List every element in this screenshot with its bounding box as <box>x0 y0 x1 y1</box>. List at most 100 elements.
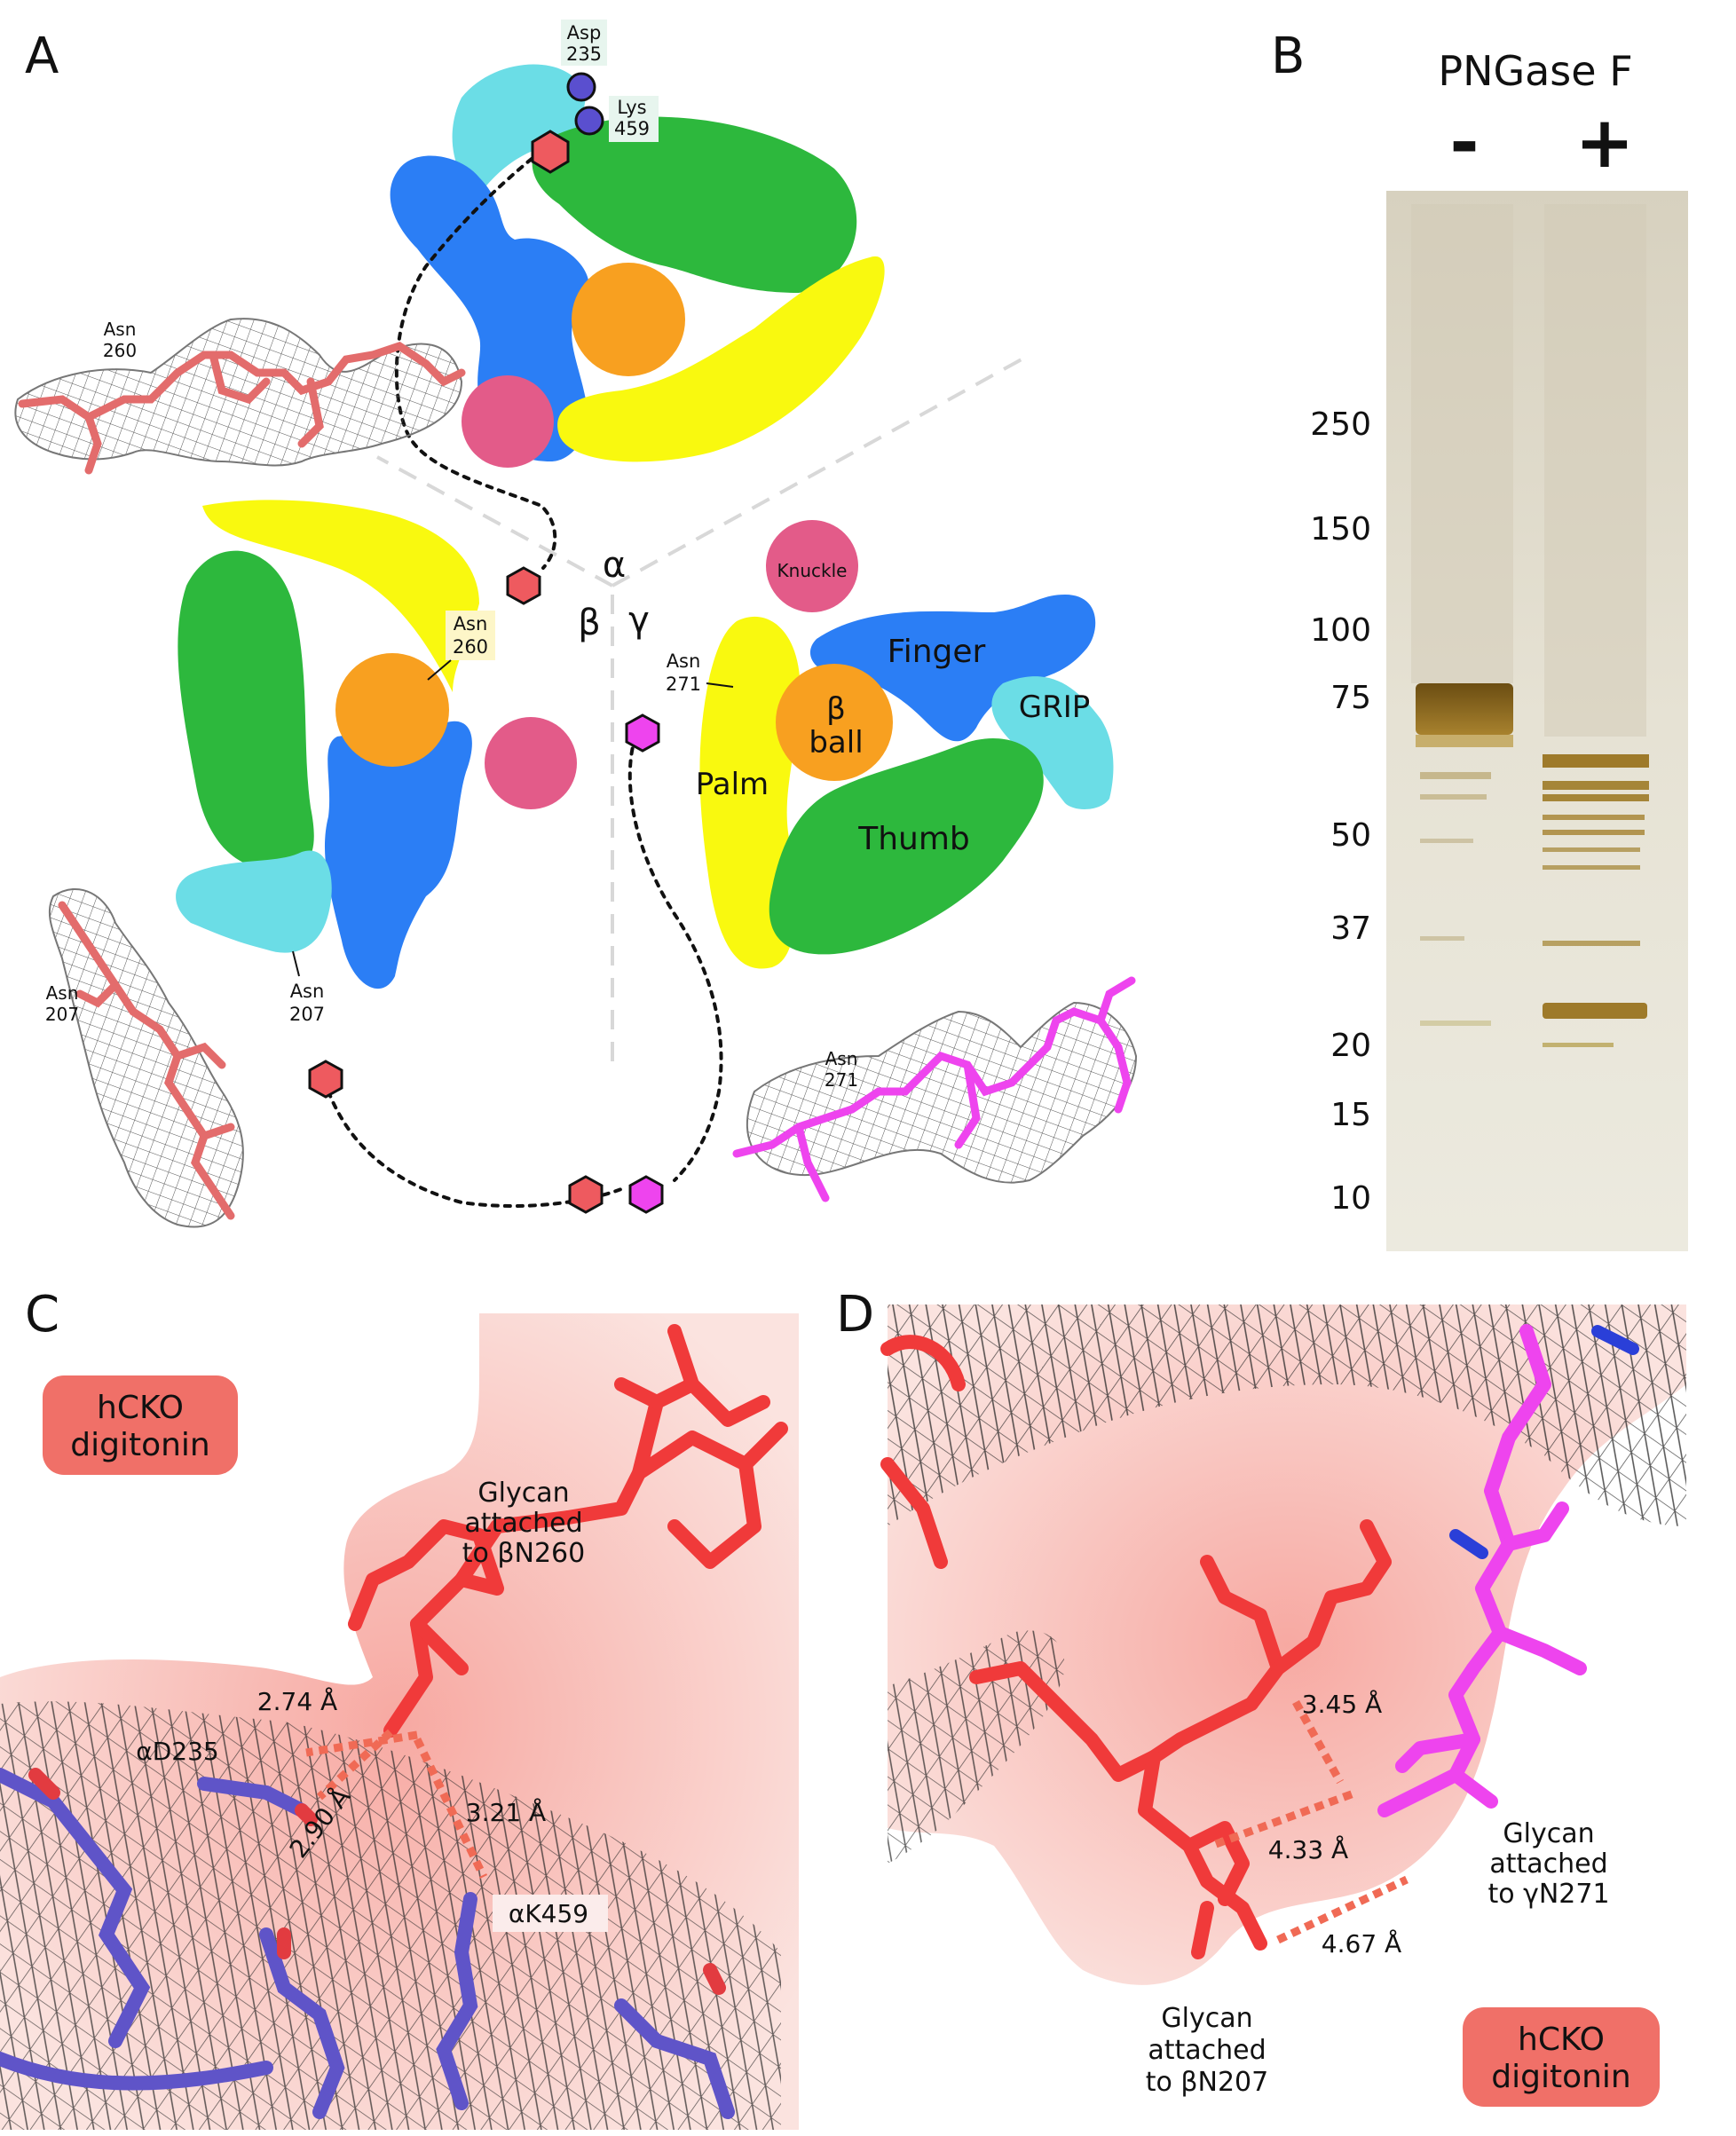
beta-knuckle <box>485 717 577 809</box>
marker-37: 37 <box>1330 910 1371 947</box>
panel-d-glycan-right-1: Glycan <box>1503 1818 1594 1849</box>
gamma-label: γ <box>628 600 650 641</box>
knuckle-label: Knuckle <box>777 560 848 581</box>
panel-d-badge-line-2: digitonin <box>1491 2059 1630 2095</box>
panel-c-glycan-line-3: to βN260 <box>462 1538 586 1569</box>
alpha-thumb <box>532 116 857 293</box>
inset-asn207-density: Asn 207 <box>45 887 244 1228</box>
marker-20: 20 <box>1330 1028 1371 1064</box>
asn271-label-name: Asn <box>667 650 701 672</box>
subunit-alpha <box>390 64 885 468</box>
beta-grip <box>176 850 332 953</box>
inset-asn260-number: 260 <box>103 340 137 361</box>
alpha-finger <box>390 155 589 461</box>
panel-d-glycan-right-2: attached <box>1489 1848 1607 1880</box>
inset-asn260-name: Asn <box>104 319 137 340</box>
panel-d-surface <box>888 1304 1686 1985</box>
asp235-residue <box>566 72 596 102</box>
subunit-separators <box>376 353 1030 1074</box>
panel-a-letter: A <box>25 28 59 85</box>
mw-markers: 250 150 100 75 50 37 20 15 10 <box>1310 406 1371 1217</box>
panel-b: B PNGase F - + <box>1271 28 1688 1251</box>
panel-a: A <box>14 20 1138 1228</box>
panel-c-glycan-sticks <box>348 1324 788 1738</box>
asn260-label-name: Asn <box>454 613 488 634</box>
panel-d-badge <box>1463 2007 1660 2107</box>
panel-d-glycan-right-3: to γN271 <box>1487 1879 1609 1910</box>
grip-label: GRIP <box>1019 690 1091 725</box>
marker-150: 150 <box>1310 511 1371 548</box>
panel-d-letter: D <box>836 1286 874 1344</box>
beta-palm <box>202 500 479 692</box>
lane-plus-label: + <box>1574 101 1634 184</box>
gamma-thumb <box>769 737 1044 955</box>
lys459-label-name: Lys <box>617 97 646 118</box>
gel-lane-plus-bands <box>1543 754 1649 1047</box>
asp235-label-number: 235 <box>566 43 602 65</box>
panel-c-density-mesh <box>0 1701 781 2130</box>
gamma-knuckle <box>766 520 858 612</box>
gel-lane-minus-bands <box>1416 683 1513 1026</box>
panel-d-glycan-magenta <box>1377 1324 1587 1817</box>
lane-minus-label: - <box>1449 101 1479 184</box>
marker-50: 50 <box>1330 817 1371 854</box>
panel-d-badge-line-1: hCKO <box>1518 2022 1605 2058</box>
distance-label-3-21: 3.21 Å <box>466 1797 546 1827</box>
asn207-label-name: Asn <box>290 981 325 1002</box>
alpha-grip <box>452 64 586 195</box>
panel-d-glycan-red <box>880 1335 1392 1959</box>
panel-c-glycan-line-2: attached <box>464 1508 582 1539</box>
beta-thumb <box>178 550 314 871</box>
residue-label-ak459: αK459 <box>509 1899 588 1928</box>
finger-label: Finger <box>888 634 986 670</box>
panel-c-badge-line-2: digitonin <box>70 1427 209 1463</box>
panel-c-badge-line-1: hCKO <box>97 1390 184 1426</box>
inset-asn271-density: Asn 271 <box>732 976 1138 1202</box>
alpha-beta-ball <box>572 263 685 376</box>
thumb-label: Thumb <box>857 821 970 857</box>
asn260-label-number: 260 <box>453 636 488 658</box>
panel-b-letter: B <box>1271 28 1305 85</box>
treatment-label: PNGase F <box>1438 47 1632 95</box>
asp235-label-name: Asp <box>567 22 602 43</box>
panel-c-letter: C <box>25 1286 59 1344</box>
alpha-palm <box>557 256 885 462</box>
residue-label-ad235: αD235 <box>136 1737 218 1766</box>
inset-asn271-number: 271 <box>825 1069 858 1091</box>
asn207-label-number: 207 <box>289 1004 325 1025</box>
distance-label-3-45: 3.45 Å <box>1302 1689 1382 1719</box>
panel-d-glycan-bottom-3: to βN207 <box>1146 2067 1269 2098</box>
subunit-beta <box>176 500 577 989</box>
panel-c-badge <box>43 1375 238 1475</box>
panel-d-glycan-bottom-2: attached <box>1148 2035 1266 2066</box>
gamma-grip <box>991 676 1114 809</box>
marker-15: 15 <box>1330 1097 1371 1133</box>
gamma-finger <box>809 595 1096 742</box>
glycan-hexagons <box>308 130 664 1214</box>
asn271-label-number: 271 <box>666 674 701 695</box>
inset-asn271-name: Asn <box>825 1048 858 1069</box>
panel-d-density-mesh-left <box>888 1630 1065 1864</box>
beta-label: β <box>578 603 601 643</box>
beta-ball-label-1: β <box>826 691 846 727</box>
lys459-label-number: 459 <box>614 118 650 139</box>
alpha-label: α <box>603 545 626 586</box>
panel-c-protein-sticks <box>0 1768 735 2119</box>
distance-label-4-67: 4.67 Å <box>1322 1928 1401 1959</box>
panel-d: D <box>836 1286 1686 2130</box>
marker-10: 10 <box>1330 1180 1371 1217</box>
panel-c-distance-lines <box>305 1729 488 1879</box>
alpha-knuckle <box>462 375 554 468</box>
beta-beta-ball <box>335 653 449 767</box>
inset-asn260-density: Asn 260 <box>14 318 466 475</box>
distance-label-4-33: 4.33 Å <box>1268 1834 1348 1864</box>
palm-label: Palm <box>696 767 769 802</box>
distance-label-2-74: 2.74 Å <box>257 1686 337 1716</box>
lys459-residue <box>574 106 604 136</box>
inset-asn207-name: Asn <box>46 982 79 1004</box>
panel-c: C <box>0 1286 799 2130</box>
panel-d-distance-lines <box>1214 1699 1409 1944</box>
panel-c-glycan-line-1: Glycan <box>477 1478 569 1509</box>
marker-250: 250 <box>1310 406 1371 443</box>
